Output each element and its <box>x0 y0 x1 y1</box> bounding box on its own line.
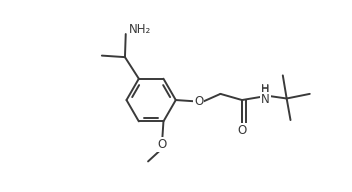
Text: NH₂: NH₂ <box>129 23 151 36</box>
Text: N: N <box>261 93 270 106</box>
Text: O: O <box>194 95 203 108</box>
Text: O: O <box>237 124 247 137</box>
Text: H
N: H N <box>261 85 269 107</box>
Text: O: O <box>157 138 166 151</box>
Text: H: H <box>261 84 269 94</box>
